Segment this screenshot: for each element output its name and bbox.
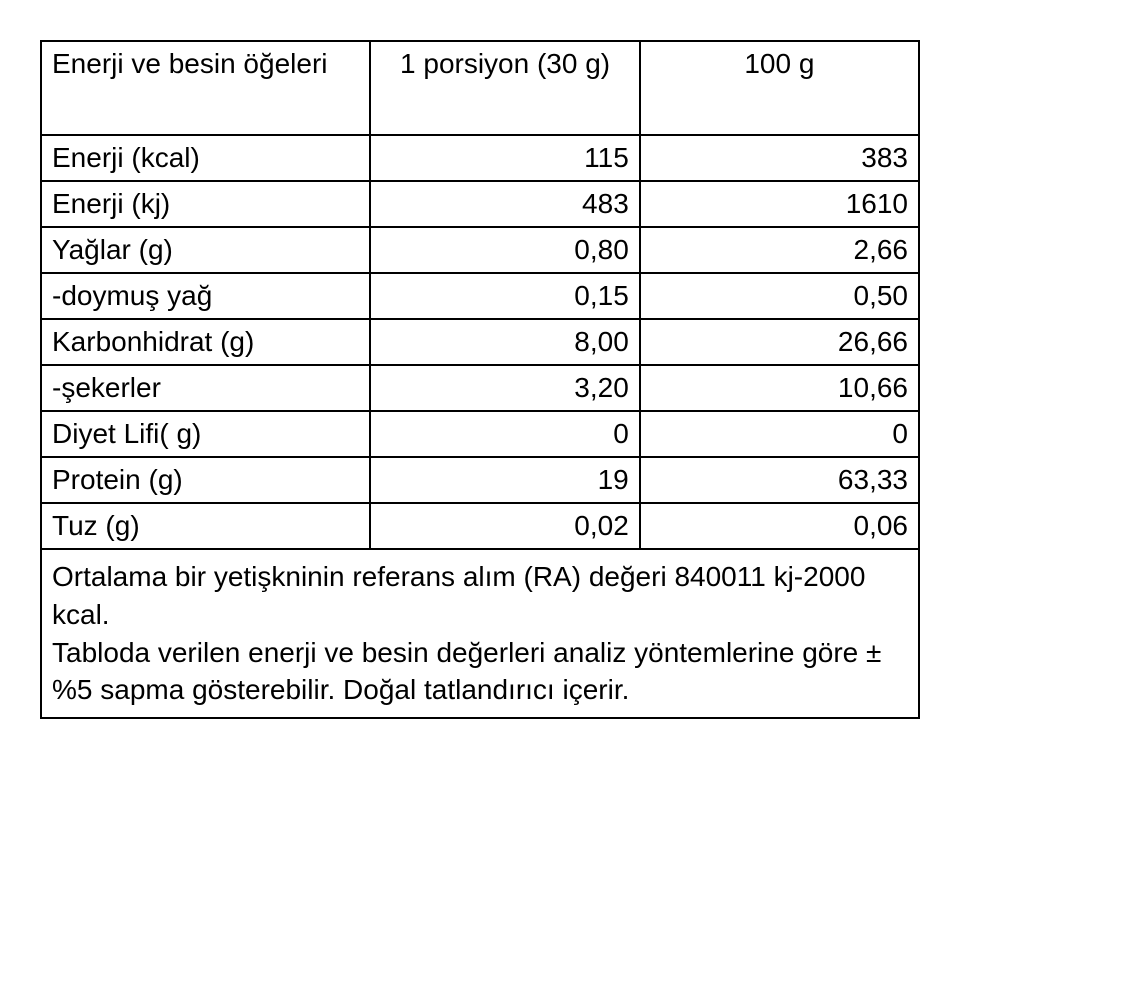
table-row: Diyet Lifi( g) 0 0 <box>41 411 919 457</box>
cell-portion: 0,15 <box>370 273 639 319</box>
cell-portion: 483 <box>370 181 639 227</box>
cell-label: Enerji (kcal) <box>41 135 370 181</box>
cell-100g: 0 <box>640 411 919 457</box>
footnote-text: Ortalama bir yetişkninin referans alım (… <box>41 549 919 718</box>
table-row: Protein (g) 19 63,33 <box>41 457 919 503</box>
cell-100g: 383 <box>640 135 919 181</box>
cell-label: -şekerler <box>41 365 370 411</box>
table-row: Tuz (g) 0,02 0,06 <box>41 503 919 549</box>
table-row: Yağlar (g) 0,80 2,66 <box>41 227 919 273</box>
cell-100g: 26,66 <box>640 319 919 365</box>
cell-label: -doymuş yağ <box>41 273 370 319</box>
cell-portion: 0,02 <box>370 503 639 549</box>
table-header-row: Enerji ve besin öğeleri 1 porsiyon (30 g… <box>41 41 919 135</box>
cell-100g: 1610 <box>640 181 919 227</box>
col-header-100g: 100 g <box>640 41 919 135</box>
cell-label: Enerji (kj) <box>41 181 370 227</box>
cell-label: Protein (g) <box>41 457 370 503</box>
cell-100g: 63,33 <box>640 457 919 503</box>
table-body: Enerji (kcal) 115 383 Enerji (kj) 483 16… <box>41 135 919 718</box>
col-header-portion: 1 porsiyon (30 g) <box>370 41 639 135</box>
cell-portion: 8,00 <box>370 319 639 365</box>
table-footnote-row: Ortalama bir yetişkninin referans alım (… <box>41 549 919 718</box>
cell-portion: 115 <box>370 135 639 181</box>
table-row: Enerji (kj) 483 1610 <box>41 181 919 227</box>
cell-portion: 19 <box>370 457 639 503</box>
nutrition-table: Enerji ve besin öğeleri 1 porsiyon (30 g… <box>40 40 920 719</box>
cell-label: Karbonhidrat (g) <box>41 319 370 365</box>
cell-label: Diyet Lifi( g) <box>41 411 370 457</box>
cell-100g: 0,06 <box>640 503 919 549</box>
cell-100g: 0,50 <box>640 273 919 319</box>
table-row: Enerji (kcal) 115 383 <box>41 135 919 181</box>
cell-label: Tuz (g) <box>41 503 370 549</box>
cell-100g: 2,66 <box>640 227 919 273</box>
cell-portion: 0,80 <box>370 227 639 273</box>
table-row: Karbonhidrat (g) 8,00 26,66 <box>41 319 919 365</box>
cell-100g: 10,66 <box>640 365 919 411</box>
cell-portion: 0 <box>370 411 639 457</box>
table-row: -şekerler 3,20 10,66 <box>41 365 919 411</box>
cell-label: Yağlar (g) <box>41 227 370 273</box>
cell-portion: 3,20 <box>370 365 639 411</box>
col-header-nutrient: Enerji ve besin öğeleri <box>41 41 370 135</box>
table-row: -doymuş yağ 0,15 0,50 <box>41 273 919 319</box>
